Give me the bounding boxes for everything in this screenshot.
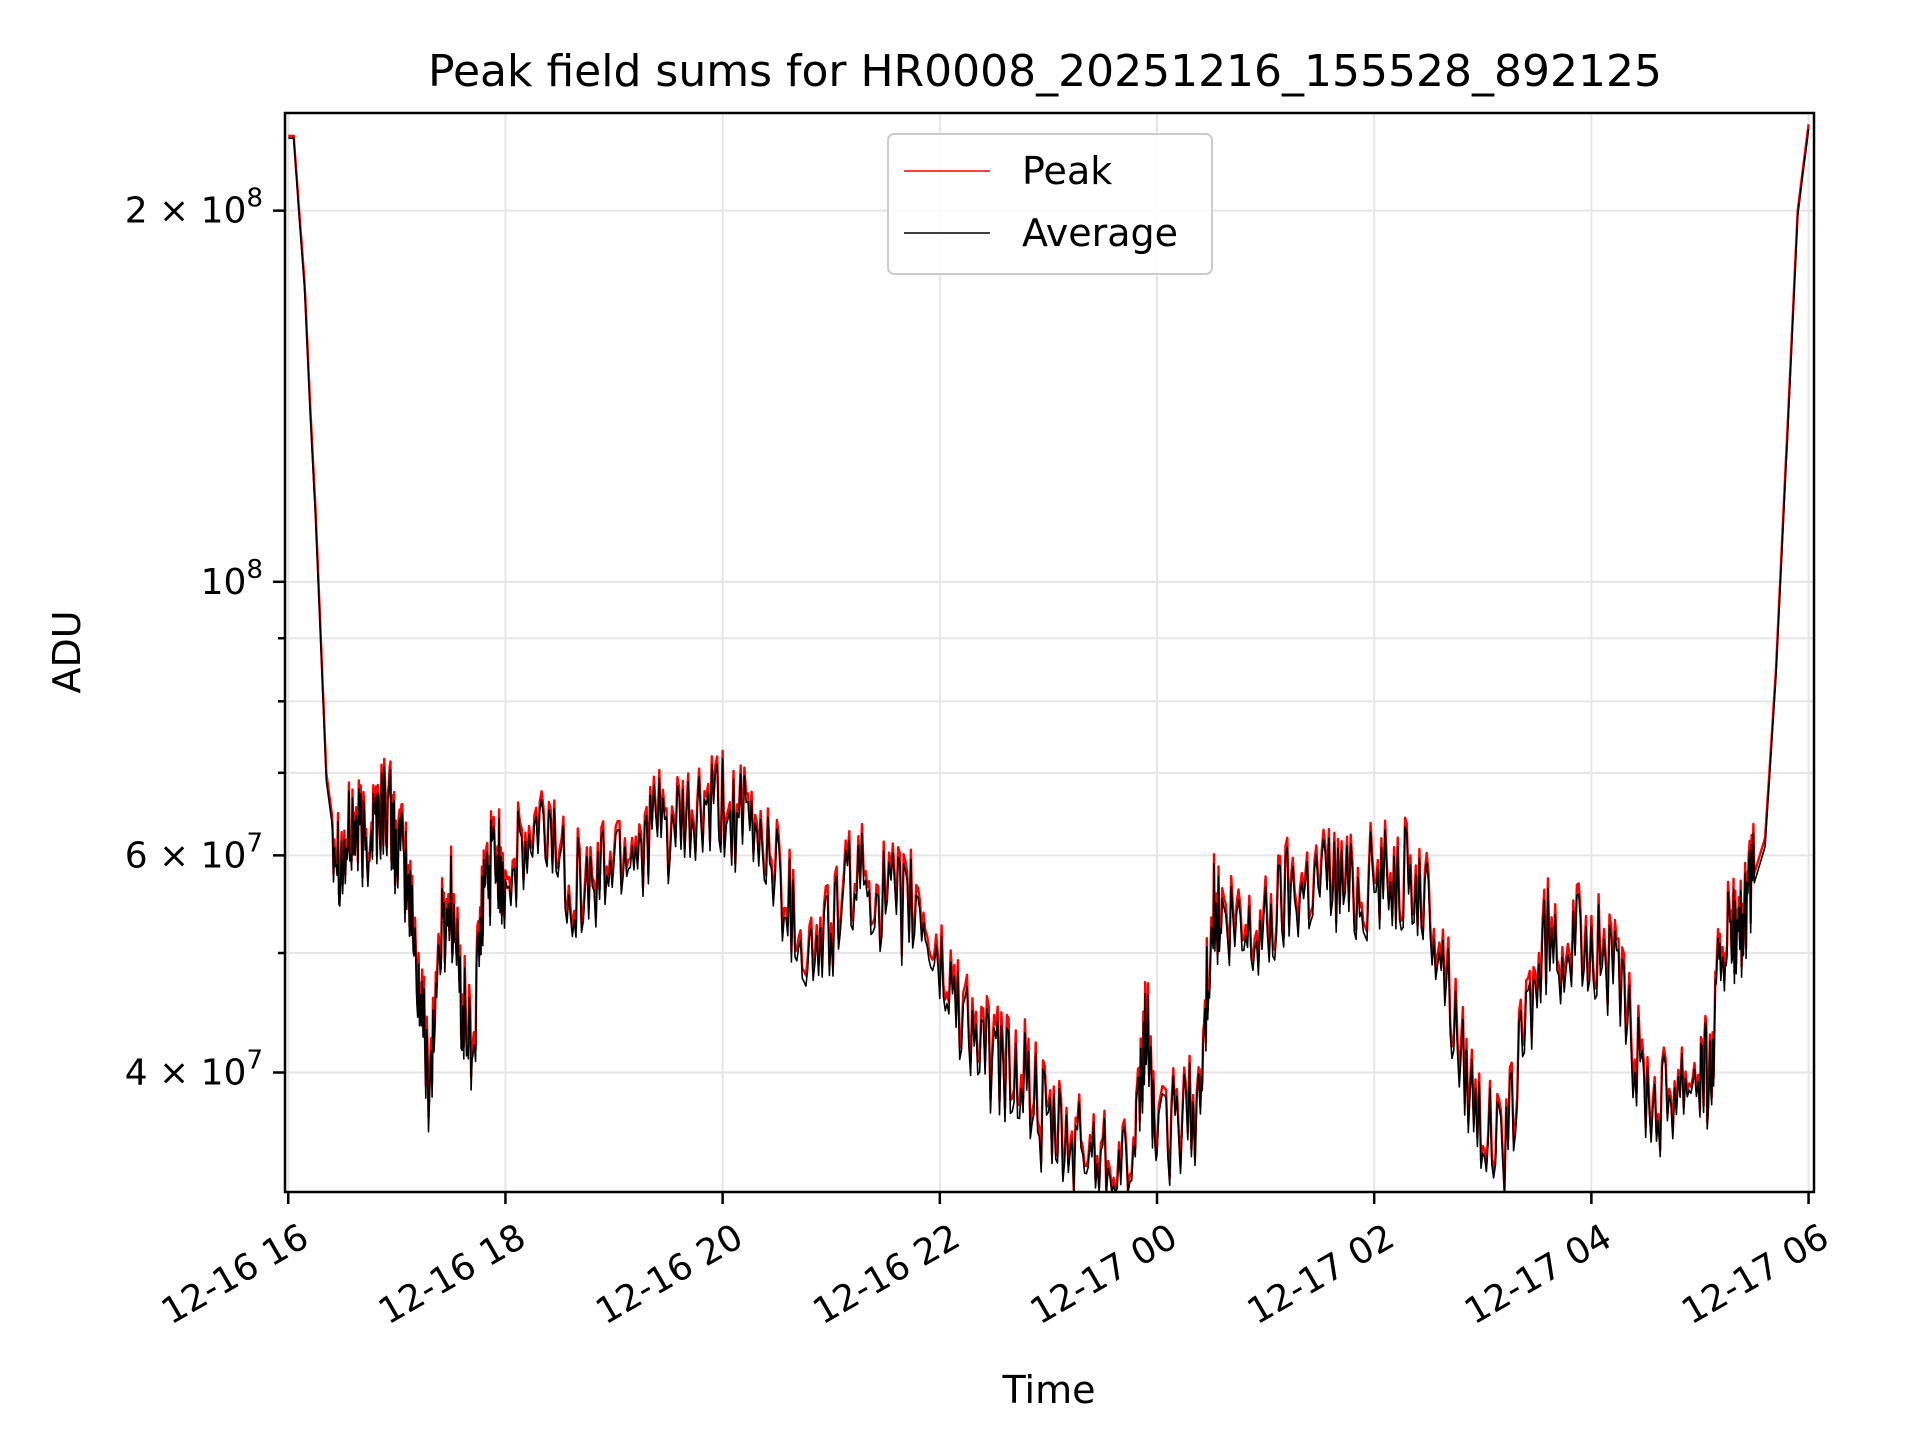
y-tick-label: 4 × 107 xyxy=(125,1046,263,1094)
y-tick-label: 2 × 108 xyxy=(125,184,263,232)
x-tick-label: 12-16 18 xyxy=(372,1216,533,1332)
x-tick-label: 12-16 20 xyxy=(589,1216,750,1332)
legend-average-label: Average xyxy=(1022,211,1178,255)
peak-series-line xyxy=(287,124,1810,1194)
x-tick-label: 12-16 22 xyxy=(806,1216,967,1332)
x-tick-label: 12-17 04 xyxy=(1458,1216,1619,1332)
series-layer xyxy=(287,124,1810,1194)
x-tick-label: 12-16 16 xyxy=(155,1216,316,1332)
legend-peak-label: Peak xyxy=(1022,149,1112,193)
plot-frame xyxy=(283,111,1816,1194)
x-tick-label: 12-17 02 xyxy=(1241,1216,1402,1332)
chart-title: Peak field sums for HR0008_20251216_1555… xyxy=(428,46,1662,97)
x-tick-label: 12-17 06 xyxy=(1675,1216,1836,1332)
legend: Peak Average xyxy=(887,133,1213,275)
average-series-line xyxy=(287,128,1810,1193)
x-axis-label: Time xyxy=(1002,1368,1096,1412)
y-axis: 108 2 × 108 4 × 107 6 × 107 xyxy=(125,184,285,1094)
x-axis: 12-16 16 12-16 18 12-16 20 12-16 22 12-17 00… xyxy=(155,1192,1836,1333)
y-tick-label: 108 xyxy=(201,555,263,603)
y-tick-label: 6 × 107 xyxy=(125,828,263,876)
legend-box xyxy=(887,133,1213,275)
y-axis-label: ADU xyxy=(45,610,89,693)
x-tick-label: 12-17 00 xyxy=(1024,1216,1185,1332)
